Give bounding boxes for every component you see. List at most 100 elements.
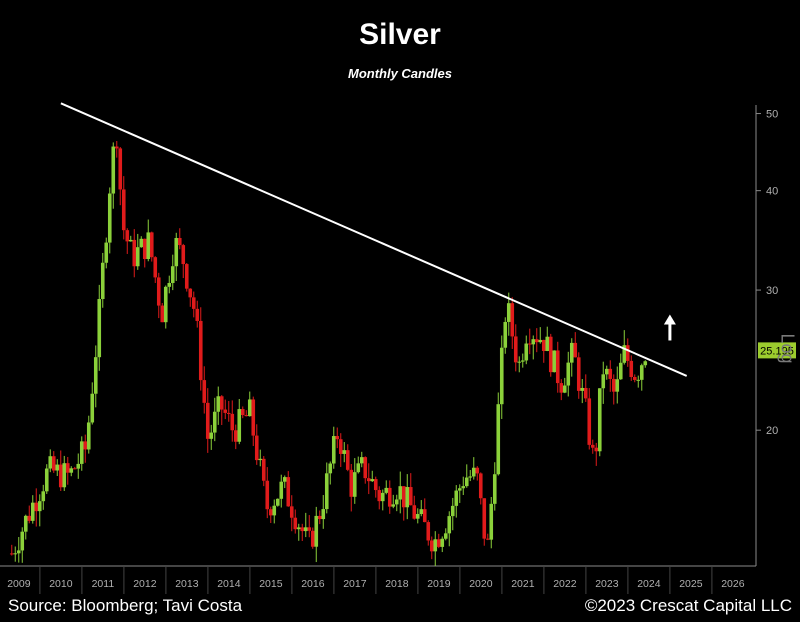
candle-body (279, 481, 284, 499)
y-tick-label: 30 (766, 285, 778, 297)
candle-body (331, 436, 336, 464)
candle-body (226, 412, 231, 414)
candle-body (517, 361, 522, 363)
candle-body (160, 305, 165, 323)
candle-body (335, 436, 340, 440)
candle-body (415, 514, 420, 519)
x-tick-label: 2024 (637, 578, 661, 590)
candle-body (139, 238, 144, 248)
candle-body (559, 383, 564, 393)
candle-body (496, 404, 501, 475)
x-tick-label: 2026 (721, 578, 745, 590)
x-tick-label: 2009 (7, 578, 31, 590)
candle-body (405, 487, 410, 508)
candle-body (83, 441, 88, 450)
candle-body (573, 342, 578, 358)
candle-body (111, 146, 116, 194)
candle-body (464, 477, 469, 487)
candle-body (429, 540, 434, 552)
candle-body (482, 498, 487, 539)
candle-body (90, 393, 95, 423)
candle-body (69, 468, 74, 473)
x-tick-label: 2012 (133, 578, 157, 590)
candle-body (195, 308, 200, 321)
candle-body (286, 477, 291, 507)
candle-body (384, 487, 389, 493)
candle-body (636, 379, 641, 381)
candle-body (289, 506, 294, 518)
candle-body (86, 422, 91, 450)
candle-body (72, 468, 77, 470)
candle-body (608, 368, 613, 379)
candle-body (296, 527, 301, 530)
candle-body (520, 360, 525, 362)
candle-body (188, 288, 193, 298)
candle-body (153, 257, 158, 278)
candle-body (100, 262, 105, 300)
candle-body (471, 467, 476, 477)
candle-body (555, 350, 560, 384)
candle-body (23, 515, 28, 532)
candle-body (27, 515, 32, 521)
candle-body (167, 283, 172, 287)
candle-body (569, 342, 574, 363)
candle-body (219, 396, 224, 410)
candle-body (324, 473, 329, 510)
candle-body (44, 468, 49, 492)
candle-body (356, 463, 361, 473)
candle-body (41, 491, 46, 502)
candle-body (247, 399, 252, 417)
candle-body (408, 487, 413, 506)
candle-body (310, 530, 315, 547)
x-tick-label: 2014 (217, 578, 241, 590)
candle-body (342, 450, 347, 454)
candle-body (440, 538, 445, 547)
candle-body (510, 303, 515, 337)
candle-body (34, 502, 39, 512)
candle-body (499, 347, 504, 405)
last-price-label: 25.195 (760, 345, 794, 357)
candle-body (489, 503, 494, 540)
candle-body (58, 464, 63, 488)
candle-body (128, 239, 133, 242)
candles-group (9, 140, 648, 566)
candle-body (359, 457, 364, 464)
y-tick-label: 20 (766, 425, 778, 437)
candle-body (426, 522, 431, 541)
candle-body (177, 238, 182, 246)
candle-body (268, 509, 273, 516)
candle-body (300, 527, 305, 532)
candle-body (604, 368, 609, 375)
candle-body (132, 239, 137, 267)
candle-body (587, 398, 592, 445)
candle-body (184, 264, 189, 289)
candle-body (443, 533, 448, 539)
x-tick-label: 2013 (175, 578, 199, 590)
candle-body (51, 456, 56, 471)
x-tick-label: 2025 (679, 578, 703, 590)
candle-body (79, 441, 84, 464)
candle-body (314, 515, 319, 547)
candle-body (321, 509, 326, 520)
candle-body (16, 550, 21, 554)
candle-body (191, 297, 196, 309)
candle-body (506, 303, 511, 322)
candle-body (135, 247, 140, 267)
candle-body (118, 148, 123, 190)
candle-body (282, 477, 287, 482)
candle-body (639, 365, 644, 380)
candle-body (590, 444, 595, 448)
candle-body (622, 345, 627, 363)
candle-body (272, 505, 277, 516)
candle-body (275, 498, 280, 506)
candle-body (107, 193, 112, 243)
candle-body (531, 339, 536, 345)
candle-body (237, 409, 242, 442)
candle-body (422, 509, 427, 523)
candle-body (174, 238, 179, 267)
candle-body (580, 387, 585, 391)
candle-body (240, 409, 245, 416)
candle-body (601, 374, 606, 389)
candle-body (156, 277, 161, 306)
candle-body (370, 479, 375, 482)
